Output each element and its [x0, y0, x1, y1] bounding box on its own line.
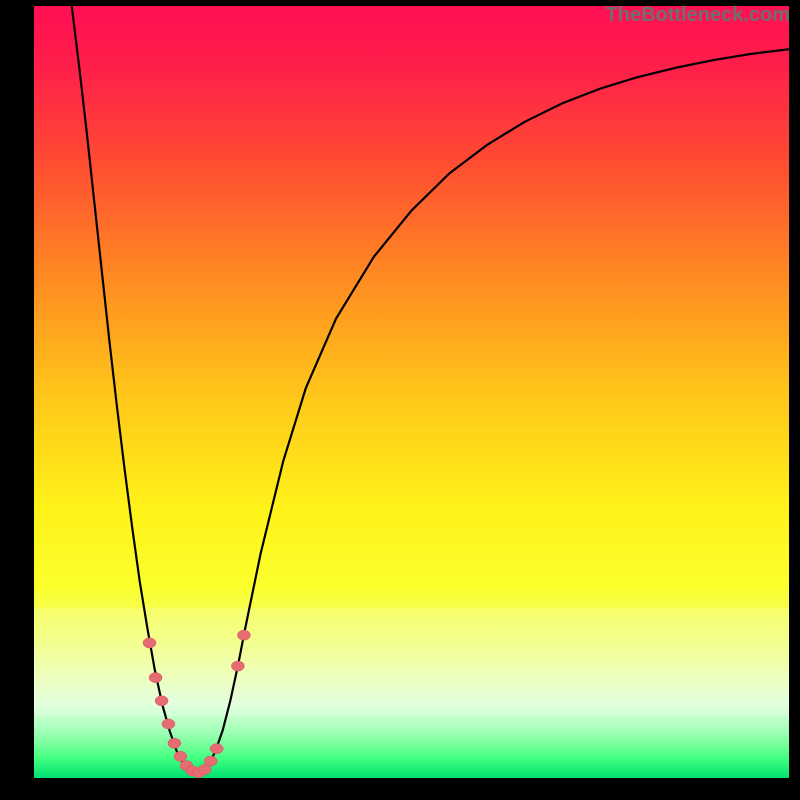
- marker-point: [210, 744, 223, 754]
- marker-point: [231, 661, 244, 671]
- chart-container: TheBottleneck.com: [0, 0, 800, 800]
- marker-point: [155, 696, 168, 706]
- watermark-text: TheBottleneck.com: [606, 4, 790, 27]
- marker-point: [143, 638, 156, 648]
- marker-point: [174, 751, 187, 761]
- marker-point: [162, 719, 175, 729]
- marker-point: [204, 756, 217, 766]
- plot-svg: [34, 6, 789, 778]
- marker-point: [168, 738, 181, 748]
- marker-point: [237, 630, 250, 640]
- plot-area: [34, 6, 789, 778]
- marker-point: [149, 673, 162, 683]
